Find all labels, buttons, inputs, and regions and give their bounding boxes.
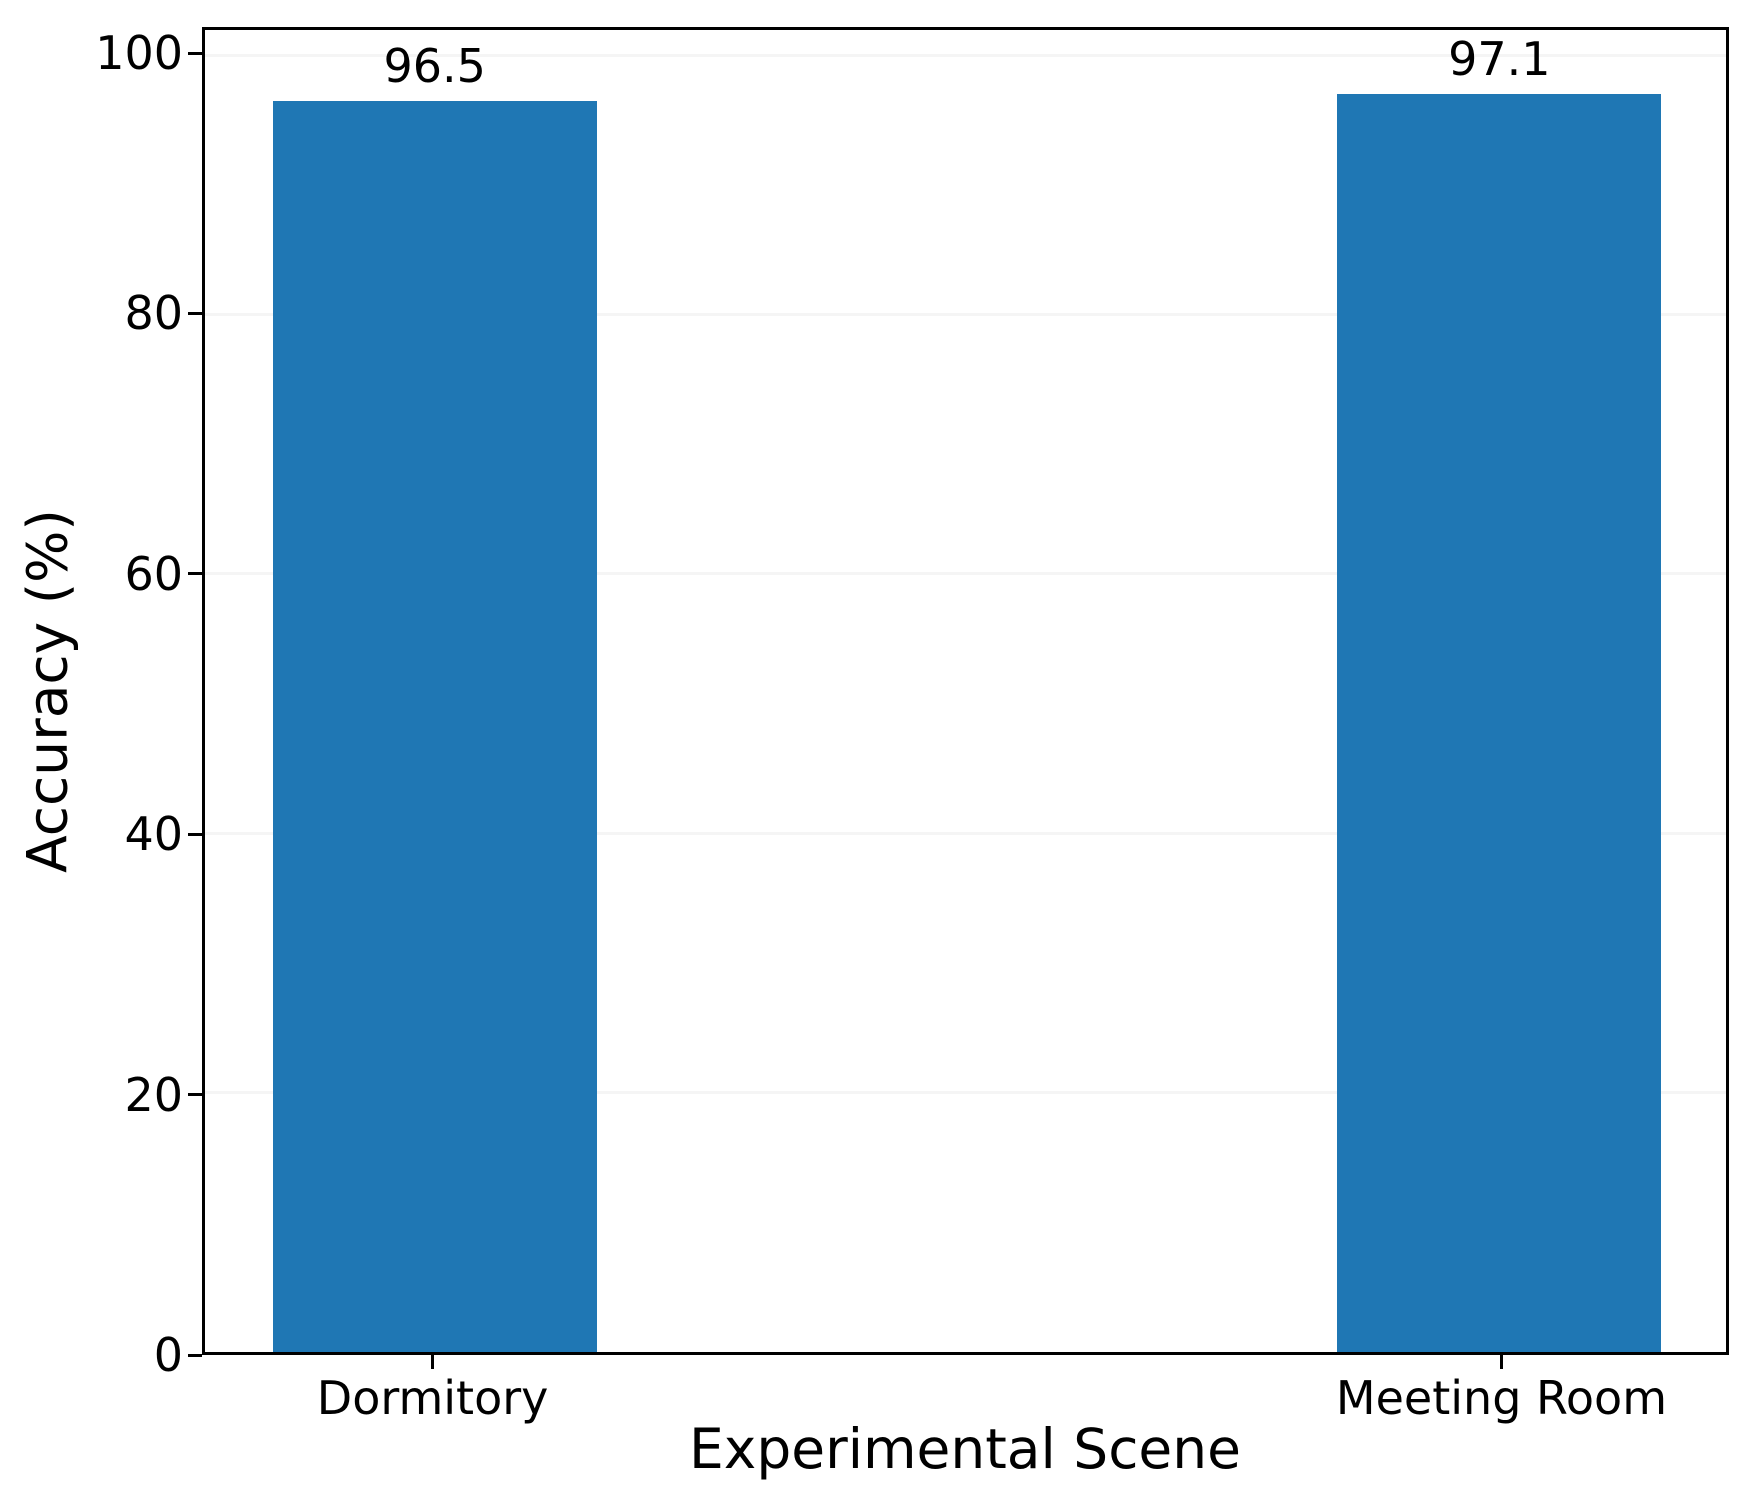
- y-tick-label-40: 40: [124, 807, 183, 862]
- gridline-y-40: [205, 831, 1726, 835]
- gridline-y-20: [205, 1090, 1726, 1094]
- y-tick-mark-100: [188, 51, 202, 55]
- y-tick-label-80: 80: [124, 286, 183, 341]
- y-tick-label-0: 0: [153, 1328, 183, 1382]
- gridline-y-80: [205, 313, 1726, 317]
- y-tick-mark-20: [188, 1093, 202, 1097]
- bar-value-label-meeting-room: 97.1: [1448, 31, 1551, 86]
- bar-value-label-dormitory: 96.5: [383, 39, 486, 94]
- gridline-y-60: [205, 572, 1726, 576]
- x-tick-mark-meeting-room: [1499, 1355, 1503, 1369]
- y-tick-mark-80: [188, 311, 202, 315]
- gridline-y-100: [205, 53, 1726, 57]
- bar-dormitory: [272, 101, 597, 1352]
- bar-meeting-room: [1337, 93, 1662, 1352]
- x-tick-label-dormitory: Dormitory: [316, 1371, 549, 1425]
- y-tick-mark-60: [188, 572, 202, 576]
- x-tick-label-meeting-room: Meeting Room: [1335, 1371, 1668, 1425]
- plot-area: 96.5 97.1: [202, 27, 1729, 1355]
- y-tick-label-100: 100: [95, 26, 183, 81]
- y-tick-mark-40: [188, 832, 202, 836]
- y-tick-mark-0: [188, 1353, 202, 1357]
- y-tick-label-20: 20: [124, 1067, 183, 1122]
- x-axis-label: Experimental Scene: [689, 1417, 1241, 1481]
- x-tick-mark-dormitory: [431, 1355, 435, 1369]
- y-tick-label-60: 60: [124, 546, 183, 601]
